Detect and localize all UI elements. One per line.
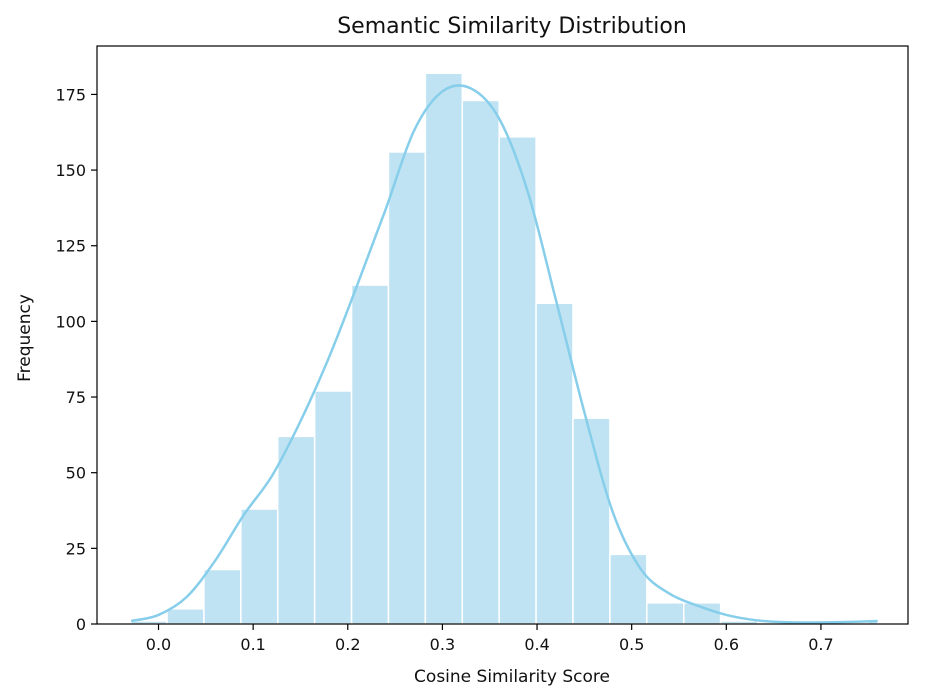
- y-tick-label: 100: [55, 312, 86, 331]
- y-tick-label: 25: [66, 539, 86, 558]
- histogram-bar-11: [535, 302, 574, 625]
- chart-title: Semantic Similarity Distribution: [337, 14, 687, 39]
- histogram-bar-10: [498, 136, 537, 625]
- y-tick-label: 50: [66, 464, 86, 483]
- histogram-bar-4: [276, 435, 316, 625]
- x-axis-label: Cosine Similarity Score: [414, 667, 610, 687]
- x-tick-label: 0.0: [146, 635, 171, 654]
- x-axis: 0.0 0.1 0.2 0.3 0.4 0.5 0.6 0.7: [146, 624, 834, 654]
- x-tick-label: 0.1: [240, 635, 265, 654]
- y-tick-label: 125: [55, 237, 86, 256]
- x-tick-label: 0.7: [808, 635, 833, 654]
- x-tick-label: 0.3: [430, 635, 455, 654]
- y-tick-label: 0: [76, 615, 86, 634]
- histogram-bar-9: [461, 99, 500, 625]
- y-tick-label: 150: [55, 161, 86, 180]
- x-tick-label: 0.6: [714, 635, 739, 654]
- histogram-bar-12: [572, 417, 611, 625]
- histogram-bar-14: [646, 602, 685, 625]
- histogram-bar-13: [609, 553, 648, 625]
- histogram-bar-6: [350, 284, 390, 625]
- histogram-bar-7: [387, 151, 427, 625]
- y-axis: 0 25 50 75 100 125 150 175: [55, 85, 97, 634]
- histogram-bar-8: [424, 72, 464, 625]
- histogram-bar-5: [313, 390, 353, 625]
- histogram-bar-15: [682, 602, 722, 625]
- y-axis-label: Frequency: [15, 294, 35, 382]
- plot-frame: [96, 45, 909, 625]
- x-tick-label: 0.5: [619, 635, 644, 654]
- histogram-bar-3: [240, 508, 279, 625]
- y-tick-label: 175: [55, 85, 86, 104]
- x-tick-label: 0.4: [524, 635, 549, 654]
- histogram-bar-1: [166, 608, 205, 625]
- kde-curve: [130, 84, 878, 624]
- histogram-bar-2: [203, 568, 242, 625]
- x-tick-label: 0.2: [335, 635, 360, 654]
- histogram-bars: [130, 72, 879, 625]
- y-tick-label: 75: [66, 388, 86, 407]
